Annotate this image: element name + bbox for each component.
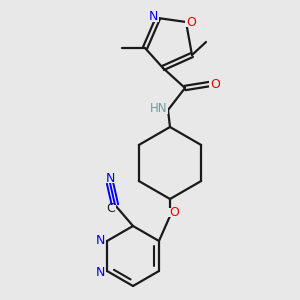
Text: O: O [210,77,220,91]
Text: N: N [148,11,158,23]
Text: N: N [95,266,105,280]
Bar [150,104,168,114]
Bar [95,268,105,278]
Bar [106,205,116,214]
Bar [95,236,105,245]
Text: C: C [106,202,116,215]
Text: O: O [186,16,196,28]
Bar [209,80,221,88]
Bar [168,208,180,217]
Bar [105,173,115,182]
Bar [185,17,197,26]
Bar [147,13,159,22]
Text: HN: HN [150,103,168,116]
Text: N: N [95,235,105,248]
Text: N: N [105,172,115,184]
Text: O: O [169,206,179,218]
